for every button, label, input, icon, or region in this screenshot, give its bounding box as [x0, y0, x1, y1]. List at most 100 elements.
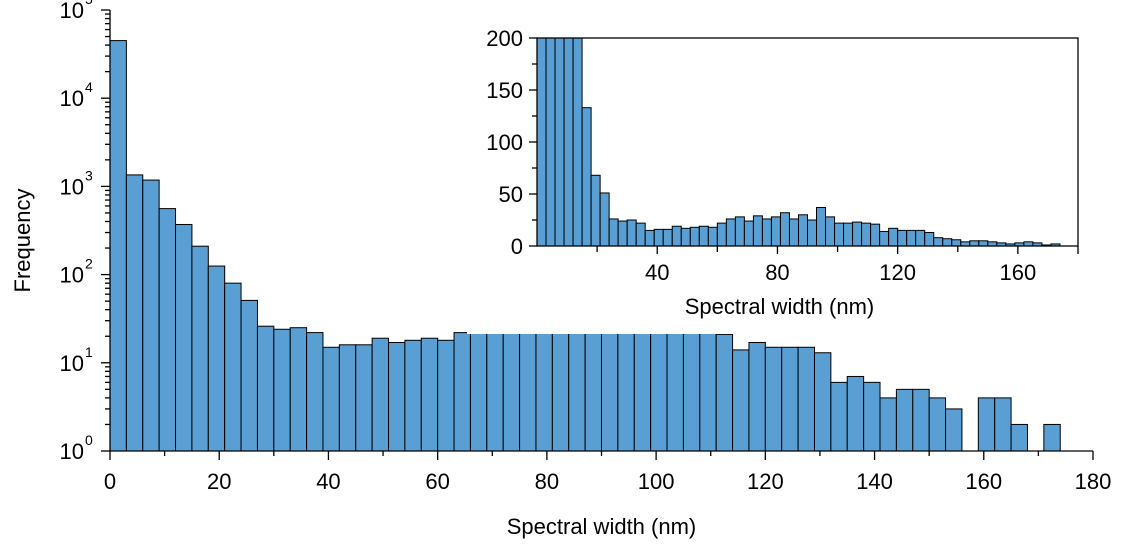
- inset-bar: [563, 37, 574, 247]
- inset-bar: [752, 215, 763, 247]
- inset-bar: [671, 225, 682, 247]
- main-bar: [682, 330, 701, 452]
- main-bar: [994, 397, 1012, 452]
- main-bar: [437, 339, 455, 452]
- main-bar: [273, 328, 291, 452]
- main-bar: [256, 325, 275, 452]
- main-bar: [928, 397, 947, 452]
- main-bar: [486, 322, 504, 452]
- main-bar: [355, 344, 373, 452]
- main-bar: [912, 388, 930, 452]
- main-bar: [371, 337, 390, 452]
- inset-bar: [662, 228, 673, 247]
- inset-chart: 40 80 120 160 0 50 100 150 200 Spectral width (nm…: [467, 26, 1080, 334]
- inset-bar: [761, 218, 772, 247]
- main-bar: [1010, 423, 1028, 452]
- main-bar: [207, 265, 226, 452]
- main-bar: [732, 349, 750, 452]
- main-y-tick-label: 10: [60, 263, 84, 288]
- main-x-axis-title: Spectral width (nm): [507, 514, 697, 539]
- inset-bar: [536, 37, 547, 247]
- main-x-tick-label: 0: [104, 469, 116, 494]
- inset-bar: [788, 218, 799, 247]
- main-y-tick-exponent: 4: [85, 79, 93, 95]
- main-y-tick-label: 10: [60, 439, 84, 464]
- inset-bars: [536, 37, 1061, 247]
- main-x-tick-label: 40: [316, 469, 340, 494]
- inset-bar: [870, 223, 881, 247]
- main-x-tick-label: 20: [207, 469, 231, 494]
- main-x-tick-label: 120: [747, 469, 784, 494]
- inset-bar: [779, 212, 790, 247]
- main-bar: [699, 332, 717, 452]
- main-bar: [715, 333, 734, 452]
- main-bar: [469, 325, 488, 452]
- inset-y-tick-label: 100: [486, 130, 523, 155]
- inset-bar: [834, 222, 845, 247]
- inset-bar: [969, 240, 980, 247]
- inset-bar: [770, 216, 781, 247]
- main-bar: [650, 332, 668, 452]
- main-x-tick-label: 180: [1075, 469, 1112, 494]
- main-bar: [240, 299, 258, 452]
- inset-bar: [680, 227, 691, 247]
- inset-bar: [734, 216, 745, 247]
- inset-bar: [743, 220, 754, 247]
- main-bar: [535, 325, 553, 452]
- main-x-tick-label: 80: [535, 469, 559, 494]
- main-bar: [977, 397, 996, 452]
- inset-bar: [807, 219, 818, 247]
- main-bar: [863, 381, 881, 452]
- main-bar: [502, 328, 521, 452]
- main-bar: [945, 408, 963, 452]
- inset-bar: [590, 174, 601, 247]
- main-bar: [633, 322, 652, 452]
- inset-bar: [689, 226, 700, 247]
- inset-bar: [897, 229, 908, 247]
- main-bar: [748, 341, 766, 452]
- main-bar: [666, 332, 684, 452]
- inset-bar: [888, 227, 899, 247]
- inset-bar: [951, 239, 962, 247]
- inset-bar: [698, 225, 709, 247]
- inset-bar: [879, 230, 890, 247]
- inset-bar: [924, 231, 935, 247]
- inset-y-tick-label: 50: [499, 182, 523, 207]
- inset-bar: [942, 238, 953, 247]
- main-bar: [764, 346, 783, 452]
- main-bar: [224, 282, 242, 452]
- main-bar: [584, 325, 602, 452]
- inset-bar: [581, 107, 592, 247]
- inset-bar: [825, 216, 836, 247]
- inset-x-tick-label: 80: [765, 260, 789, 285]
- main-x-tick-label: 160: [965, 469, 1002, 494]
- inset-bar: [861, 222, 872, 247]
- main-y-tick-label: 10: [60, 351, 84, 376]
- inset-y-tick-label: 0: [511, 234, 523, 259]
- inset-bar: [617, 220, 628, 247]
- main-bar: [601, 327, 619, 452]
- main-y-tick-label: 10: [60, 174, 84, 199]
- inset-bar: [716, 222, 727, 247]
- main-bar: [175, 223, 193, 452]
- inset-y-tick-label: 150: [486, 78, 523, 103]
- inset-x-axis-title: Spectral width (nm): [685, 294, 875, 319]
- main-y-axis-title: Frequency: [10, 189, 35, 293]
- main-y-tick-exponent: 2: [85, 256, 93, 272]
- inset-bar: [816, 207, 827, 247]
- inset-bar: [915, 229, 926, 247]
- main-bar: [519, 321, 537, 452]
- main-bar: [158, 208, 177, 452]
- inset-bar: [626, 219, 637, 247]
- inset-y-tick-label: 200: [486, 26, 523, 51]
- inset-bar: [797, 214, 809, 247]
- main-y-tick-exponent: 3: [85, 167, 93, 183]
- main-bar: [813, 352, 832, 452]
- main-bar: [322, 346, 340, 452]
- inset-bar: [545, 37, 556, 247]
- main-x-tick-label: 140: [856, 469, 893, 494]
- main-bar: [420, 337, 439, 452]
- main-y-tick-exponent: 1: [85, 344, 93, 360]
